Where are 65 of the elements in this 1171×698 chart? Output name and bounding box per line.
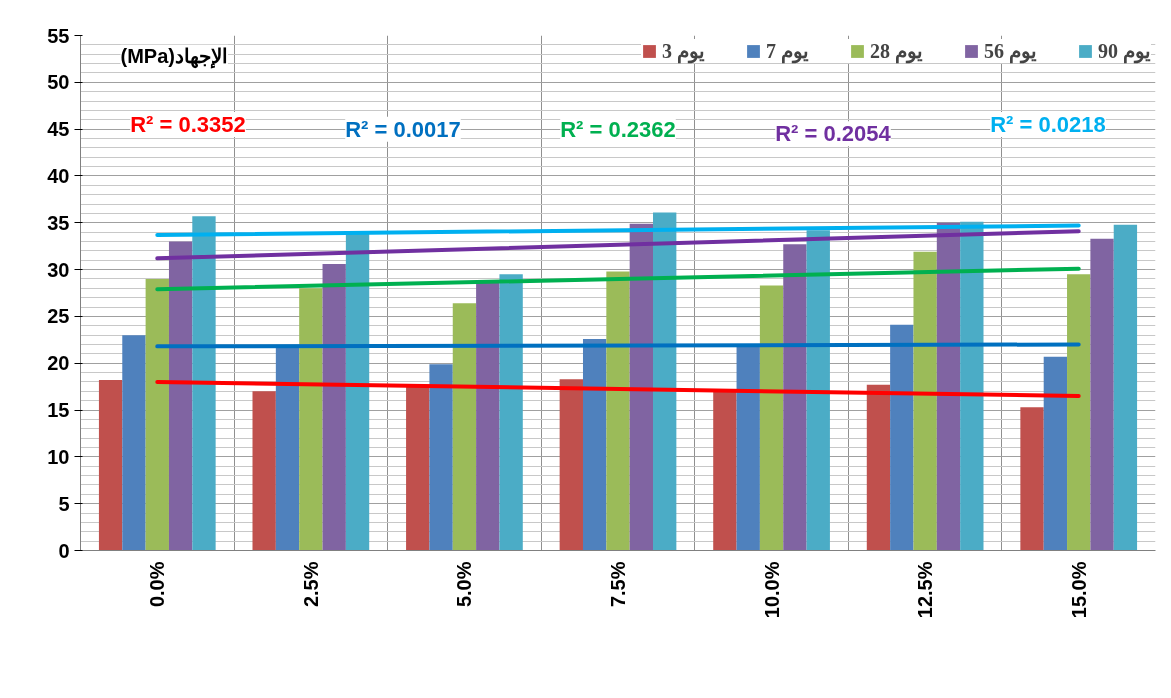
bar [345,233,370,551]
bar [806,230,830,551]
y-tick-label: 45 [47,118,70,141]
x-tick-label: 12.5% [914,561,937,619]
bar [429,364,453,551]
bar [713,389,737,551]
bar [168,241,193,551]
y-tick-label: 50 [47,71,70,94]
legend-label: 7 يوم [766,39,809,63]
bar [606,271,630,551]
bar [252,391,276,551]
legend-label: 90 يوم [1098,39,1151,63]
y-tick-label: 55 [47,24,70,47]
bar [192,216,216,551]
y-tick-label: 30 [47,258,70,281]
bar [299,288,323,551]
y-tick-label: 5 [58,492,70,515]
y-tick-label: 15 [47,399,70,422]
bar [499,274,523,551]
x-tick-label: 0.0% [146,561,169,608]
bar [1020,407,1044,551]
x-tick-label: 15.0% [1067,561,1090,619]
bar [1113,224,1138,551]
bar [1090,238,1114,551]
annotation: R² = 0.3352 [130,111,246,137]
y-tick-label: 20 [47,352,70,375]
bar [98,380,123,551]
y-tick-label: 25 [47,305,70,328]
bar [275,347,300,551]
bar [890,324,914,551]
bar [936,222,961,551]
annotation: R² = 0.2054 [775,121,892,147]
bar [1067,274,1091,551]
x-tick-label: 5.0% [453,561,476,608]
legend-label: 3 يوم [662,39,705,63]
y-tick-label: 0 [58,539,70,562]
bar [1043,356,1068,551]
legend-label: 56 يوم [984,39,1037,63]
bar [406,386,430,551]
bar [145,278,169,551]
bar [913,251,937,551]
bar [322,263,346,551]
bar [559,379,583,551]
bar [653,212,677,551]
bar [582,338,607,551]
bar [122,335,146,551]
bar [629,223,654,551]
annotation: R² = 0.2362 [560,116,676,142]
x-tick-label: 10.0% [760,561,783,619]
annotation: R² = 0.0017 [345,116,461,142]
x-tick-label: 7.5% [607,561,629,608]
y-tick-label: 10 [47,445,70,468]
text: (MPa)الإجهاد [120,44,228,69]
bar [452,303,477,551]
x-tick-label: 2.5% [299,561,322,608]
annotation: R² = 0.0218 [990,111,1106,137]
bar [866,384,891,551]
bar [759,285,784,551]
bar [960,221,984,551]
bar [476,281,500,551]
bar [783,244,807,551]
y-tick-label: 40 [47,164,70,187]
bar [736,344,760,551]
y-tick-label: 35 [47,211,70,234]
legend-label: 28 يوم [870,39,923,63]
